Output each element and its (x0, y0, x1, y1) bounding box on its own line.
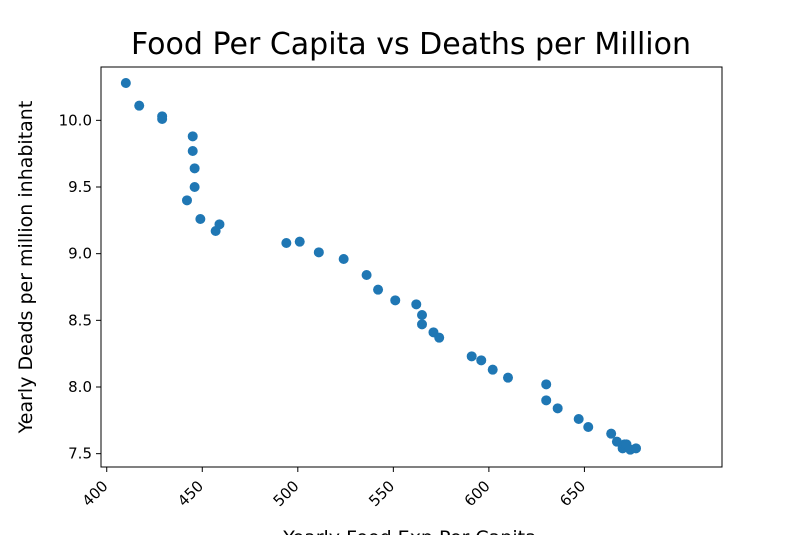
y-tick-label: 7.5 (68, 445, 92, 463)
data-point (189, 182, 200, 192)
data-point (541, 395, 552, 406)
data-point (338, 254, 349, 264)
data-point (187, 131, 198, 142)
data-point (631, 443, 642, 454)
y-tick-label: 9.5 (68, 178, 92, 196)
y-tick-label: 10.0 (59, 111, 92, 129)
data-point (373, 284, 384, 295)
data-point (281, 238, 292, 248)
data-point (294, 236, 305, 247)
data-point (313, 247, 324, 258)
y-tick-label: 8.5 (68, 311, 92, 329)
data-point (606, 428, 617, 439)
data-point (134, 100, 145, 111)
data-points (120, 78, 642, 455)
data-point (411, 299, 422, 310)
x-axis: 400 450 500 550 600 650 (79, 467, 589, 510)
y-axis-label: Yearly Deads per million inhabitant (15, 101, 37, 435)
data-point (361, 270, 372, 280)
data-point (157, 114, 168, 124)
x-tick-label: 400 (79, 477, 112, 510)
data-point (181, 195, 192, 206)
data-point (466, 351, 477, 362)
data-point (434, 332, 445, 343)
data-point (120, 78, 131, 88)
x-tick-label: 450 (174, 477, 207, 510)
data-point (487, 364, 498, 375)
data-point (195, 214, 206, 224)
data-point (189, 163, 200, 174)
data-point (541, 379, 552, 390)
x-tick-label: 600 (461, 477, 494, 510)
data-point (390, 295, 401, 306)
x-axis-label: Yearly Food Exp Per Capita (282, 527, 536, 535)
data-point (573, 414, 584, 424)
y-axis: 7.5 8.0 8.5 9.0 9.5 10.0 (59, 111, 101, 463)
data-point (417, 310, 428, 320)
y-tick-label: 9.0 (68, 245, 92, 263)
chart-title: Food Per Capita vs Deaths per Million (131, 27, 691, 62)
y-tick-label: 8.0 (68, 378, 92, 396)
data-point (502, 372, 513, 383)
data-point (583, 422, 594, 432)
data-point (417, 319, 428, 330)
plot-area (100, 66, 723, 468)
x-tick-label: 550 (365, 477, 398, 510)
data-point (476, 355, 487, 366)
x-tick-label: 650 (556, 477, 589, 510)
data-point (214, 219, 225, 230)
data-point (552, 403, 563, 414)
data-point (187, 146, 198, 156)
plot-border (100, 66, 723, 468)
x-tick-label: 500 (270, 477, 303, 510)
data-point (611, 436, 622, 447)
